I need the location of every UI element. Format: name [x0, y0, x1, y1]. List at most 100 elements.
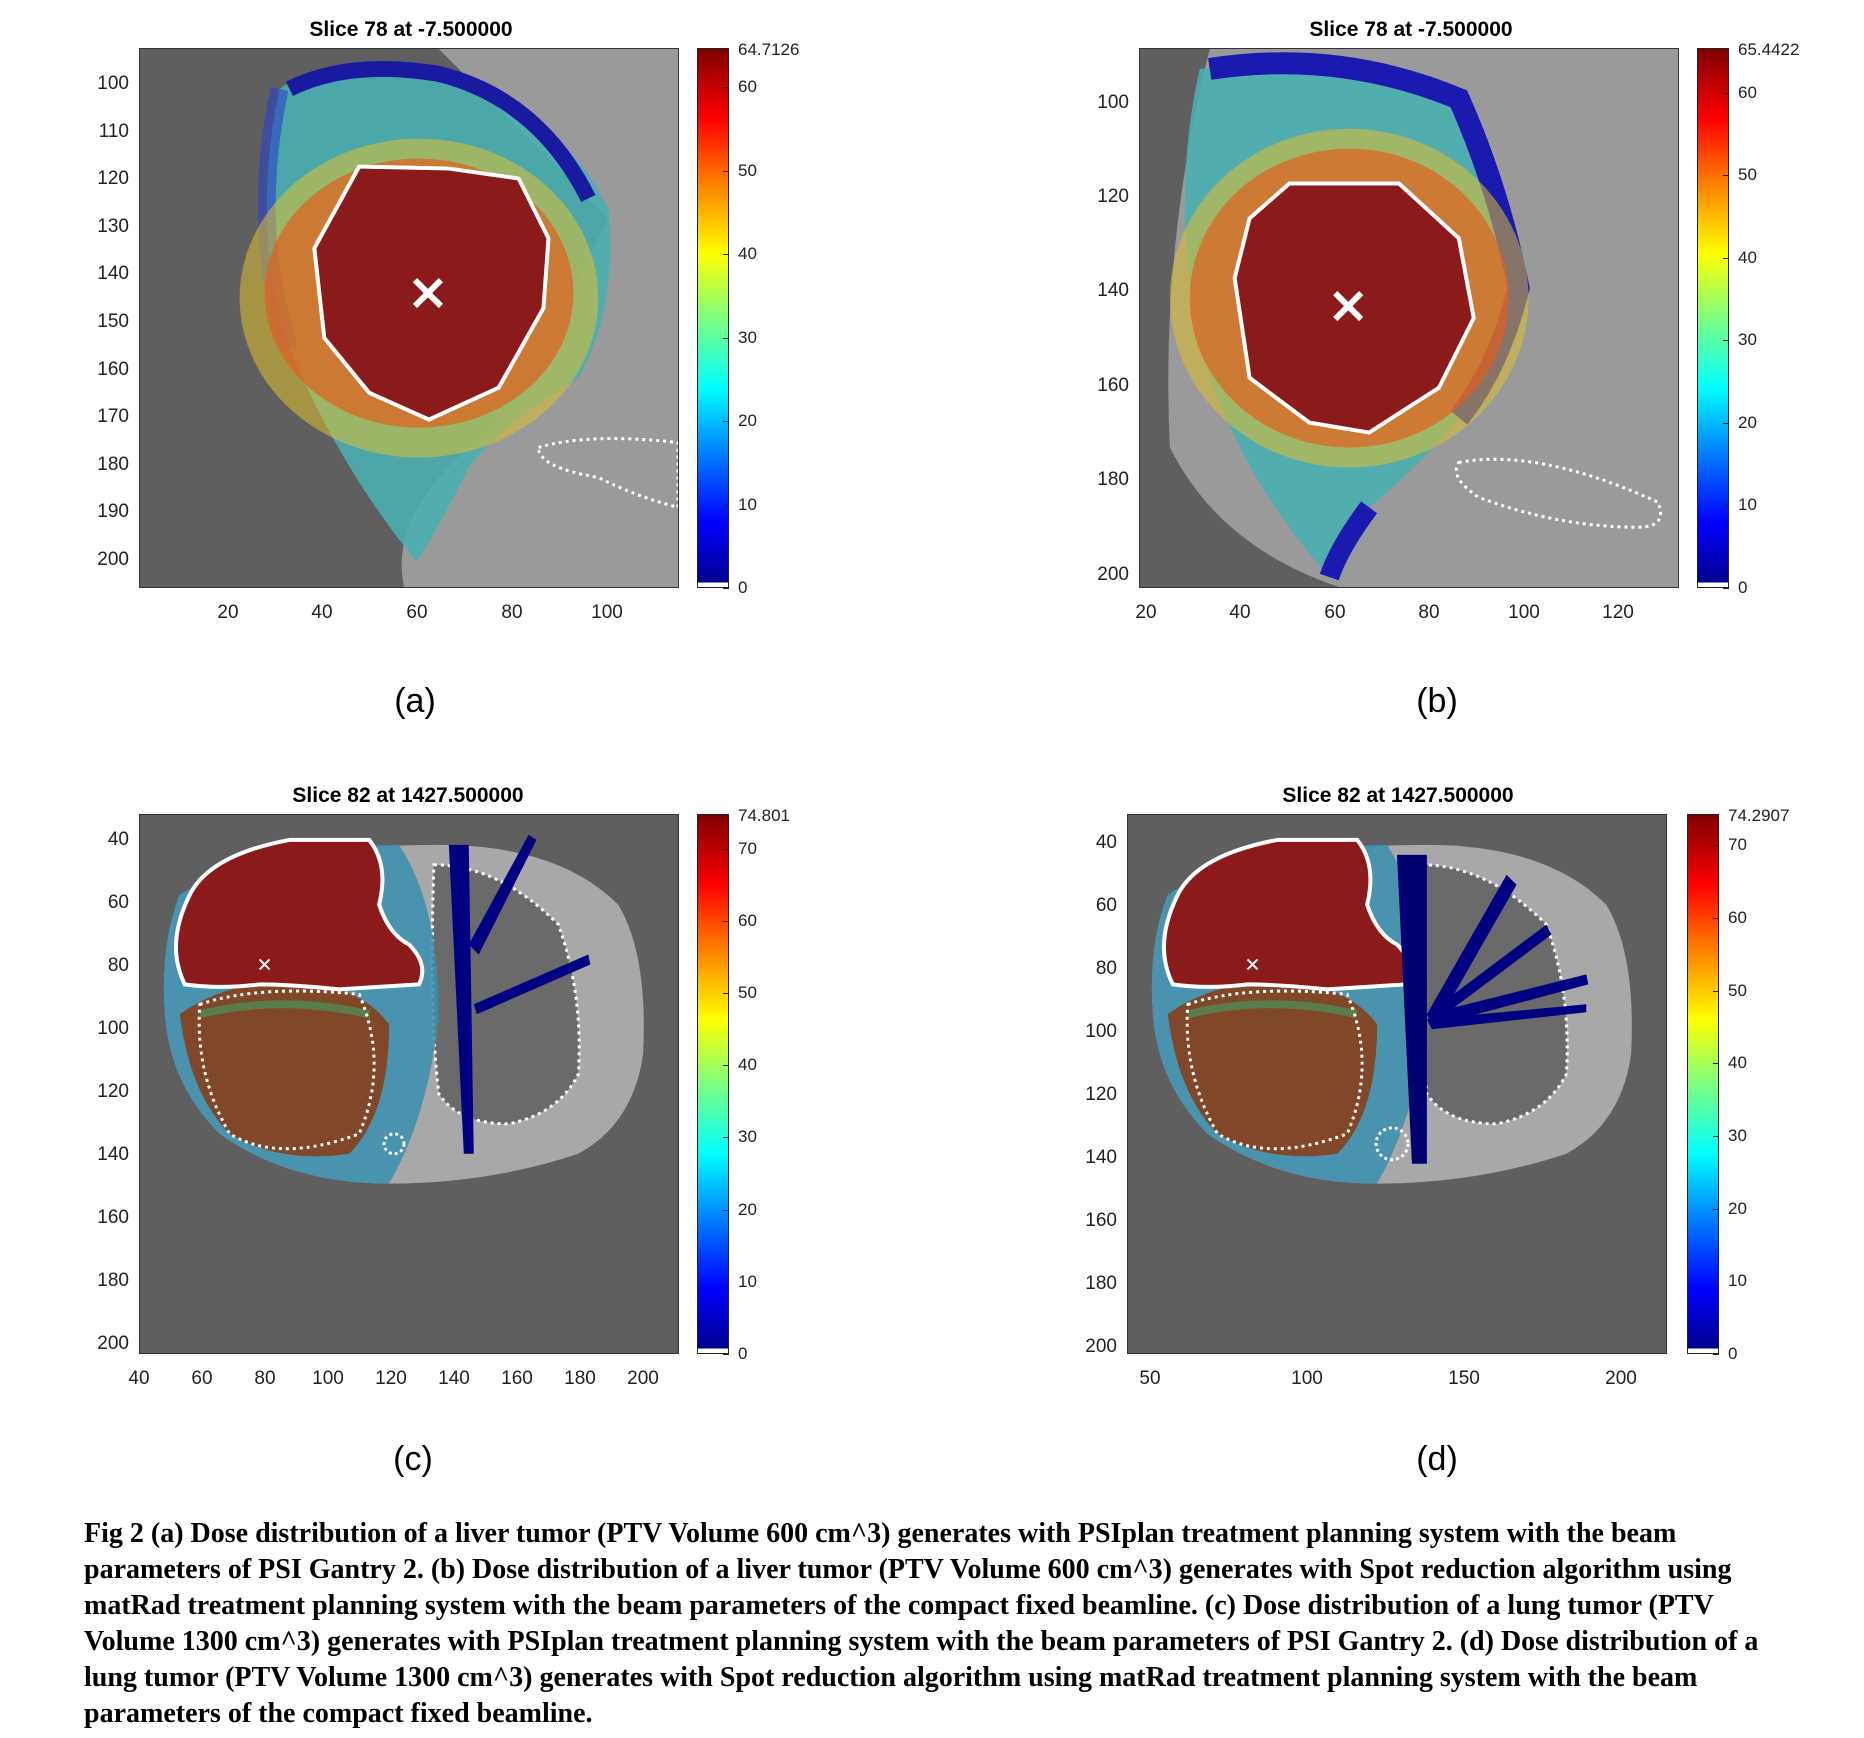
colorbar-tick-label: 20 [1738, 412, 1757, 432]
y-tick: 160 [1085, 1210, 1117, 1231]
x-tick: 100 [1508, 602, 1540, 623]
colorbar-tick-mark [1723, 92, 1729, 94]
y-tick: 100 [1097, 92, 1129, 113]
colorbar-tick-label: 0 [1738, 578, 1748, 597]
colorbar-tick-mark [1723, 505, 1729, 507]
colorbar-tick-label: 10 [738, 494, 757, 514]
colorbar-tick-mark [1723, 257, 1729, 259]
x-tick: 160 [501, 1368, 533, 1389]
colorbar-tick-mark [723, 848, 729, 850]
y-tick: 180 [1085, 1273, 1117, 1294]
panel-a-colorbar [697, 48, 729, 588]
y-tick: 180 [1097, 469, 1129, 490]
colorbar-tick-mark [1713, 1135, 1719, 1137]
colorbar-tick-mark [723, 1137, 729, 1139]
x-tick: 60 [406, 602, 428, 623]
colorbar-tick-label: 50 [738, 983, 757, 1003]
colorbar-tick-mark [1713, 1354, 1719, 1355]
colorbar-tick-mark [723, 254, 729, 256]
y-tick: 130 [97, 216, 129, 237]
panel-a-label: (a) [394, 682, 436, 720]
x-tick: 40 [311, 602, 333, 623]
colorbar-max-label: 74.2907 [1728, 806, 1790, 825]
colorbar-tick-mark [723, 993, 729, 995]
x-tick: 120 [375, 1368, 407, 1389]
x-tick: 100 [1291, 1368, 1323, 1389]
x-tick: 60 [1324, 602, 1346, 623]
colorbar-tick-mark [723, 588, 729, 589]
x-tick: 150 [1448, 1368, 1480, 1389]
y-tick: 120 [1097, 186, 1129, 207]
y-tick: 80 [107, 955, 129, 976]
colorbar-tick-label: 0 [738, 1344, 748, 1363]
y-tick: 140 [1097, 280, 1129, 301]
x-tick: 100 [312, 1368, 344, 1389]
colorbar-tick-mark [1713, 1208, 1719, 1210]
colorbar-tick-mark [1713, 917, 1719, 919]
x-tick: 120 [1602, 602, 1634, 623]
colorbar-tick-label: 50 [1728, 980, 1747, 1000]
colorbar-tick-label: 60 [1738, 82, 1757, 102]
x-tick: 80 [254, 1368, 276, 1389]
colorbar-tick-mark [723, 337, 729, 339]
panel-d-colorbar [1687, 814, 1719, 1354]
x-tick: 20 [1135, 602, 1157, 623]
y-tick: 60 [1095, 895, 1117, 916]
colorbar-tick-mark [1723, 588, 1729, 589]
colorbar-max-label: 65.4422 [1738, 40, 1800, 59]
colorbar-tick-mark [1713, 1063, 1719, 1065]
x-tick: 80 [501, 602, 523, 623]
colorbar-tick-label: 0 [738, 578, 748, 597]
colorbar-tick-label: 20 [1728, 1198, 1747, 1218]
panel-b-label: (b) [1416, 682, 1458, 720]
panel-a-dose-image [139, 48, 679, 588]
colorbar-tick-mark [1723, 175, 1729, 177]
y-tick: 160 [97, 1207, 129, 1228]
panel-b-dose-image [1139, 48, 1679, 588]
colorbar-tick-mark [723, 504, 729, 506]
y-tick: 60 [107, 892, 129, 913]
x-tick: 200 [627, 1368, 659, 1389]
x-tick: 100 [591, 602, 623, 623]
colorbar-tick-mark [723, 1354, 729, 1355]
colorbar-tick-label: 30 [738, 327, 757, 347]
panel-b-title: Slice 78 at -7.500000 [1309, 18, 1513, 41]
x-tick: 140 [438, 1368, 470, 1389]
colorbar-tick-mark [723, 1065, 729, 1067]
x-tick: 40 [1229, 602, 1251, 623]
colorbar-tick-label: 30 [1738, 330, 1757, 350]
colorbar-tick-label: 30 [1728, 1125, 1747, 1145]
colorbar-tick-label: 70 [738, 838, 757, 858]
y-tick: 140 [1085, 1147, 1117, 1168]
colorbar-tick-label: 60 [738, 77, 757, 97]
colorbar-tick-mark [723, 1209, 729, 1211]
colorbar-tick-mark [723, 920, 729, 922]
colorbar-tick-label: 0 [1728, 1344, 1738, 1363]
colorbar-tick-label: 20 [738, 1199, 757, 1219]
colorbar-tick-mark [1713, 845, 1719, 847]
panel-c-label: (c) [393, 1440, 433, 1478]
x-tick: 20 [217, 602, 239, 623]
colorbar-tick-mark [1713, 1281, 1719, 1283]
y-tick: 120 [97, 1081, 129, 1102]
y-tick: 200 [97, 549, 129, 570]
y-tick: 100 [1085, 1021, 1117, 1042]
x-tick: 40 [128, 1368, 150, 1389]
y-tick: 150 [97, 311, 129, 332]
panel-a-title: Slice 78 at -7.500000 [309, 18, 513, 41]
y-tick: 100 [97, 73, 129, 94]
colorbar-tick-label: 40 [738, 244, 757, 264]
y-tick: 190 [97, 501, 129, 522]
panel-c-title: Slice 82 at 1427.500000 [292, 784, 524, 807]
x-tick: 80 [1418, 602, 1440, 623]
y-tick: 200 [1097, 564, 1129, 585]
x-tick: 50 [1139, 1368, 1161, 1389]
colorbar-tick-label: 30 [738, 1127, 757, 1147]
colorbar-tick-label: 40 [738, 1055, 757, 1075]
y-tick: 200 [1085, 1336, 1117, 1357]
y-tick: 180 [97, 1270, 129, 1291]
colorbar-tick-label: 20 [738, 411, 757, 431]
y-tick: 160 [97, 359, 129, 380]
y-tick: 80 [1095, 958, 1117, 979]
colorbar-tick-label: 10 [738, 1271, 757, 1291]
